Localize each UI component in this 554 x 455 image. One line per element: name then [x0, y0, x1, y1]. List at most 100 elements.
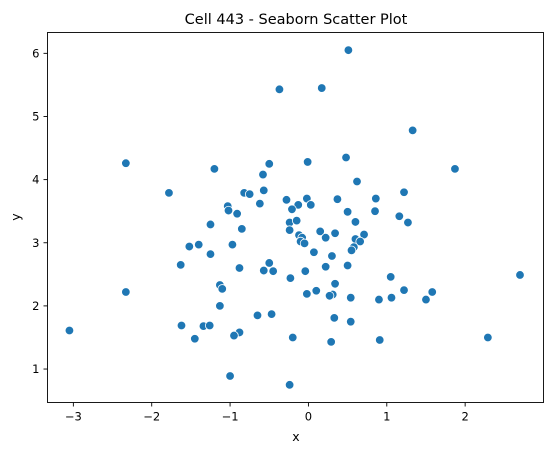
scatter-point — [346, 245, 357, 256]
scatter-point — [229, 330, 239, 341]
scatter-point — [386, 272, 396, 282]
scatter-point — [288, 332, 298, 343]
scatter-point — [217, 284, 227, 294]
chart-title: Cell 443 - Seaborn Scatter Plot — [185, 12, 408, 28]
scatter-point — [302, 289, 312, 299]
scatter-point — [252, 310, 263, 321]
x-tick-label: −3 — [65, 410, 82, 424]
scatter-point — [225, 371, 235, 381]
scatter-point — [121, 158, 131, 168]
scatter-point — [164, 188, 174, 198]
scatter-point — [268, 266, 278, 276]
scatter-point — [121, 287, 131, 297]
scatter-point — [342, 207, 353, 217]
scatter-point — [176, 260, 186, 270]
scatter-point — [370, 206, 380, 216]
scatter-point — [264, 159, 274, 169]
y-tick-label: 2 — [32, 299, 39, 313]
scatter-point — [341, 152, 351, 163]
y-tick-label: 3 — [32, 236, 39, 250]
scatter-point — [342, 260, 353, 271]
y-tick-label: 5 — [32, 109, 39, 123]
scatter-point — [306, 200, 316, 210]
scatter-point — [421, 294, 431, 305]
scatter-point — [407, 125, 418, 136]
scatter-point — [259, 265, 269, 276]
scatter-point — [293, 200, 303, 210]
scatter-point — [317, 83, 327, 93]
scatter-point — [204, 320, 215, 331]
scatter-point — [515, 270, 525, 280]
scatter-point — [311, 286, 321, 296]
scatter-point — [302, 157, 313, 167]
x-axis-label: x — [292, 429, 299, 444]
scatter-point — [237, 224, 247, 234]
scatter-point — [371, 193, 381, 204]
scatter-point — [215, 301, 225, 311]
scatter-point — [205, 219, 216, 230]
scatter-point — [329, 313, 339, 323]
scatter-point — [205, 249, 216, 259]
scatter-point — [330, 279, 340, 289]
x-tick-label: 2 — [461, 410, 468, 424]
scatter-point — [227, 239, 238, 250]
scatter-point — [194, 239, 204, 250]
scatter-point — [330, 228, 340, 238]
scatter-point — [355, 236, 365, 247]
scatter-point — [403, 217, 413, 228]
scatter-point — [264, 258, 274, 268]
scatter-point — [315, 226, 325, 237]
scatter-point — [327, 251, 337, 261]
y-tick-label: 4 — [32, 173, 39, 187]
scatter-point — [266, 309, 277, 319]
scatter-point — [320, 262, 331, 272]
scatter-point — [350, 217, 361, 227]
scatter-point — [284, 380, 295, 390]
scatter-point — [299, 238, 310, 249]
scatter-point — [234, 263, 245, 273]
scatter-point — [374, 294, 384, 305]
y-tick-label: 6 — [32, 46, 39, 60]
scatter-point — [285, 273, 296, 283]
scatter-point — [427, 287, 437, 297]
scatter-point — [309, 247, 319, 257]
scatter-point — [343, 45, 354, 55]
scatter-point — [450, 164, 460, 174]
y-axis-label: y — [8, 213, 23, 221]
scatter-point — [320, 233, 331, 243]
scatter-point — [184, 241, 195, 252]
scatter-point — [346, 292, 356, 303]
scatter-point — [300, 266, 310, 276]
scatter-point — [223, 205, 234, 216]
scatter-point — [259, 185, 269, 196]
plot-frame — [47, 32, 544, 403]
scatter-point — [190, 334, 200, 344]
scatter-point — [209, 164, 220, 174]
scatter-point — [359, 229, 369, 240]
scatter-point — [284, 225, 295, 235]
scatter-point — [332, 194, 343, 204]
scatter-point — [281, 195, 292, 205]
scatter-point — [326, 337, 336, 347]
scatter-point — [64, 325, 75, 336]
scatter-point — [274, 84, 285, 95]
x-tick-label: 1 — [383, 410, 390, 424]
scatter-point — [176, 320, 187, 331]
scatter-point — [258, 169, 268, 180]
scatter-point — [483, 332, 493, 343]
scatter-point — [291, 215, 302, 226]
x-axis: −3 −2 −1 0 1 2 — [65, 402, 469, 424]
x-tick-label: −1 — [222, 410, 239, 424]
scatter-point — [324, 291, 335, 301]
scatter-point — [386, 292, 397, 303]
x-tick-label: 0 — [305, 410, 312, 424]
scatter-point — [399, 285, 409, 295]
scatter-point — [287, 204, 297, 214]
scatter-point — [394, 211, 405, 221]
data-points — [64, 45, 525, 390]
scatter-point — [232, 209, 242, 219]
scatter-point — [255, 198, 265, 209]
scatter-point — [352, 176, 362, 187]
scatter-point — [399, 187, 409, 197]
